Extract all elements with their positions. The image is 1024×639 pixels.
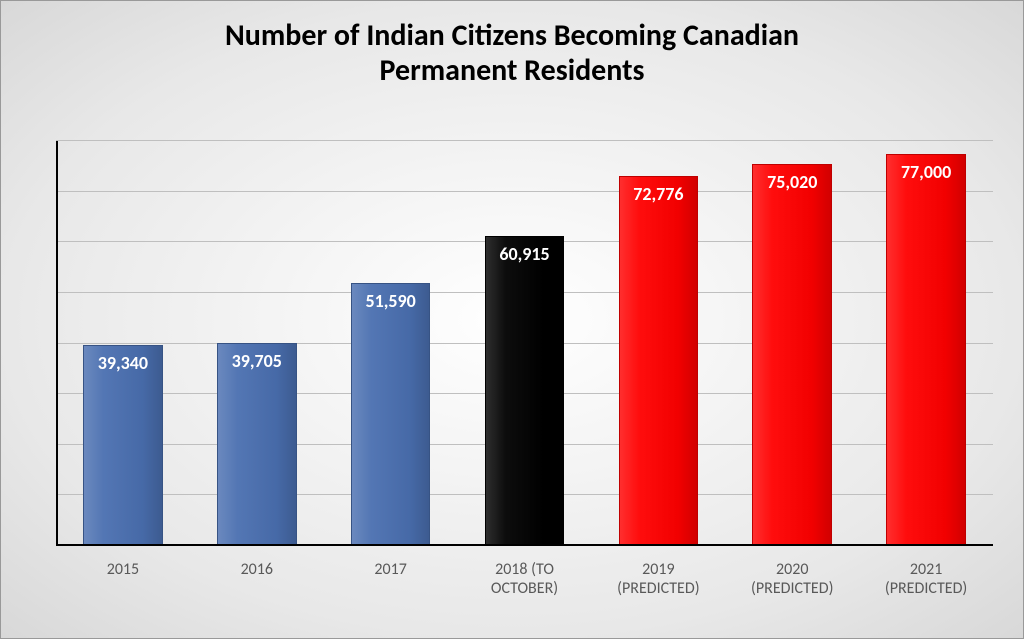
- x-axis-labels: 2015201620172018 (TO OCTOBER)2019 (PREDI…: [56, 552, 993, 638]
- bar-slot: 39,705: [190, 141, 324, 546]
- bar-slot: 75,020: [725, 141, 859, 546]
- bar-value-label: 39,705: [218, 350, 296, 372]
- bar-slot: 51,590: [324, 141, 458, 546]
- plot-area: 39,340 39,705 51,590 60,915 72,776 75,020 77,0…: [56, 141, 993, 546]
- chart-title: Number of Indian Citizens Becoming Canad…: [19, 19, 1005, 88]
- bar-chart: Number of Indian Citizens Becoming Canad…: [0, 0, 1024, 639]
- x-axis-label: 2021 (PREDICTED): [859, 552, 993, 638]
- y-axis-line: [56, 141, 58, 546]
- bar: 75,020: [752, 164, 832, 546]
- x-axis-label: 2018 (TO OCTOBER): [458, 552, 592, 638]
- bar-slot: 72,776: [591, 141, 725, 546]
- bar-value-label: 39,340: [84, 352, 162, 374]
- bar-value-label: 72,776: [620, 183, 698, 205]
- bar-value-label: 75,020: [753, 171, 831, 193]
- x-axis-label: 2019 (PREDICTED): [591, 552, 725, 638]
- bar: 72,776: [619, 176, 699, 546]
- bar-value-label: 60,915: [486, 243, 564, 265]
- x-axis-label: 2020 (PREDICTED): [725, 552, 859, 638]
- bar-value-label: 51,590: [352, 290, 430, 312]
- x-axis-label: 2015: [56, 552, 190, 638]
- bar-slot: 60,915: [458, 141, 592, 546]
- x-axis-label: 2016: [190, 552, 324, 638]
- bar: 51,590: [351, 283, 431, 546]
- bar: 39,340: [83, 345, 163, 546]
- bar: 39,705: [217, 343, 297, 546]
- bar-slot: 77,000: [859, 141, 993, 546]
- bar: 77,000: [886, 154, 966, 546]
- bar-slot: 39,340: [56, 141, 190, 546]
- x-axis-line: [56, 544, 993, 546]
- bar: 60,915: [485, 236, 565, 546]
- bars-group: 39,340 39,705 51,590 60,915 72,776 75,020 77,0…: [56, 141, 993, 546]
- bar-value-label: 77,000: [887, 161, 965, 183]
- x-axis-label: 2017: [324, 552, 458, 638]
